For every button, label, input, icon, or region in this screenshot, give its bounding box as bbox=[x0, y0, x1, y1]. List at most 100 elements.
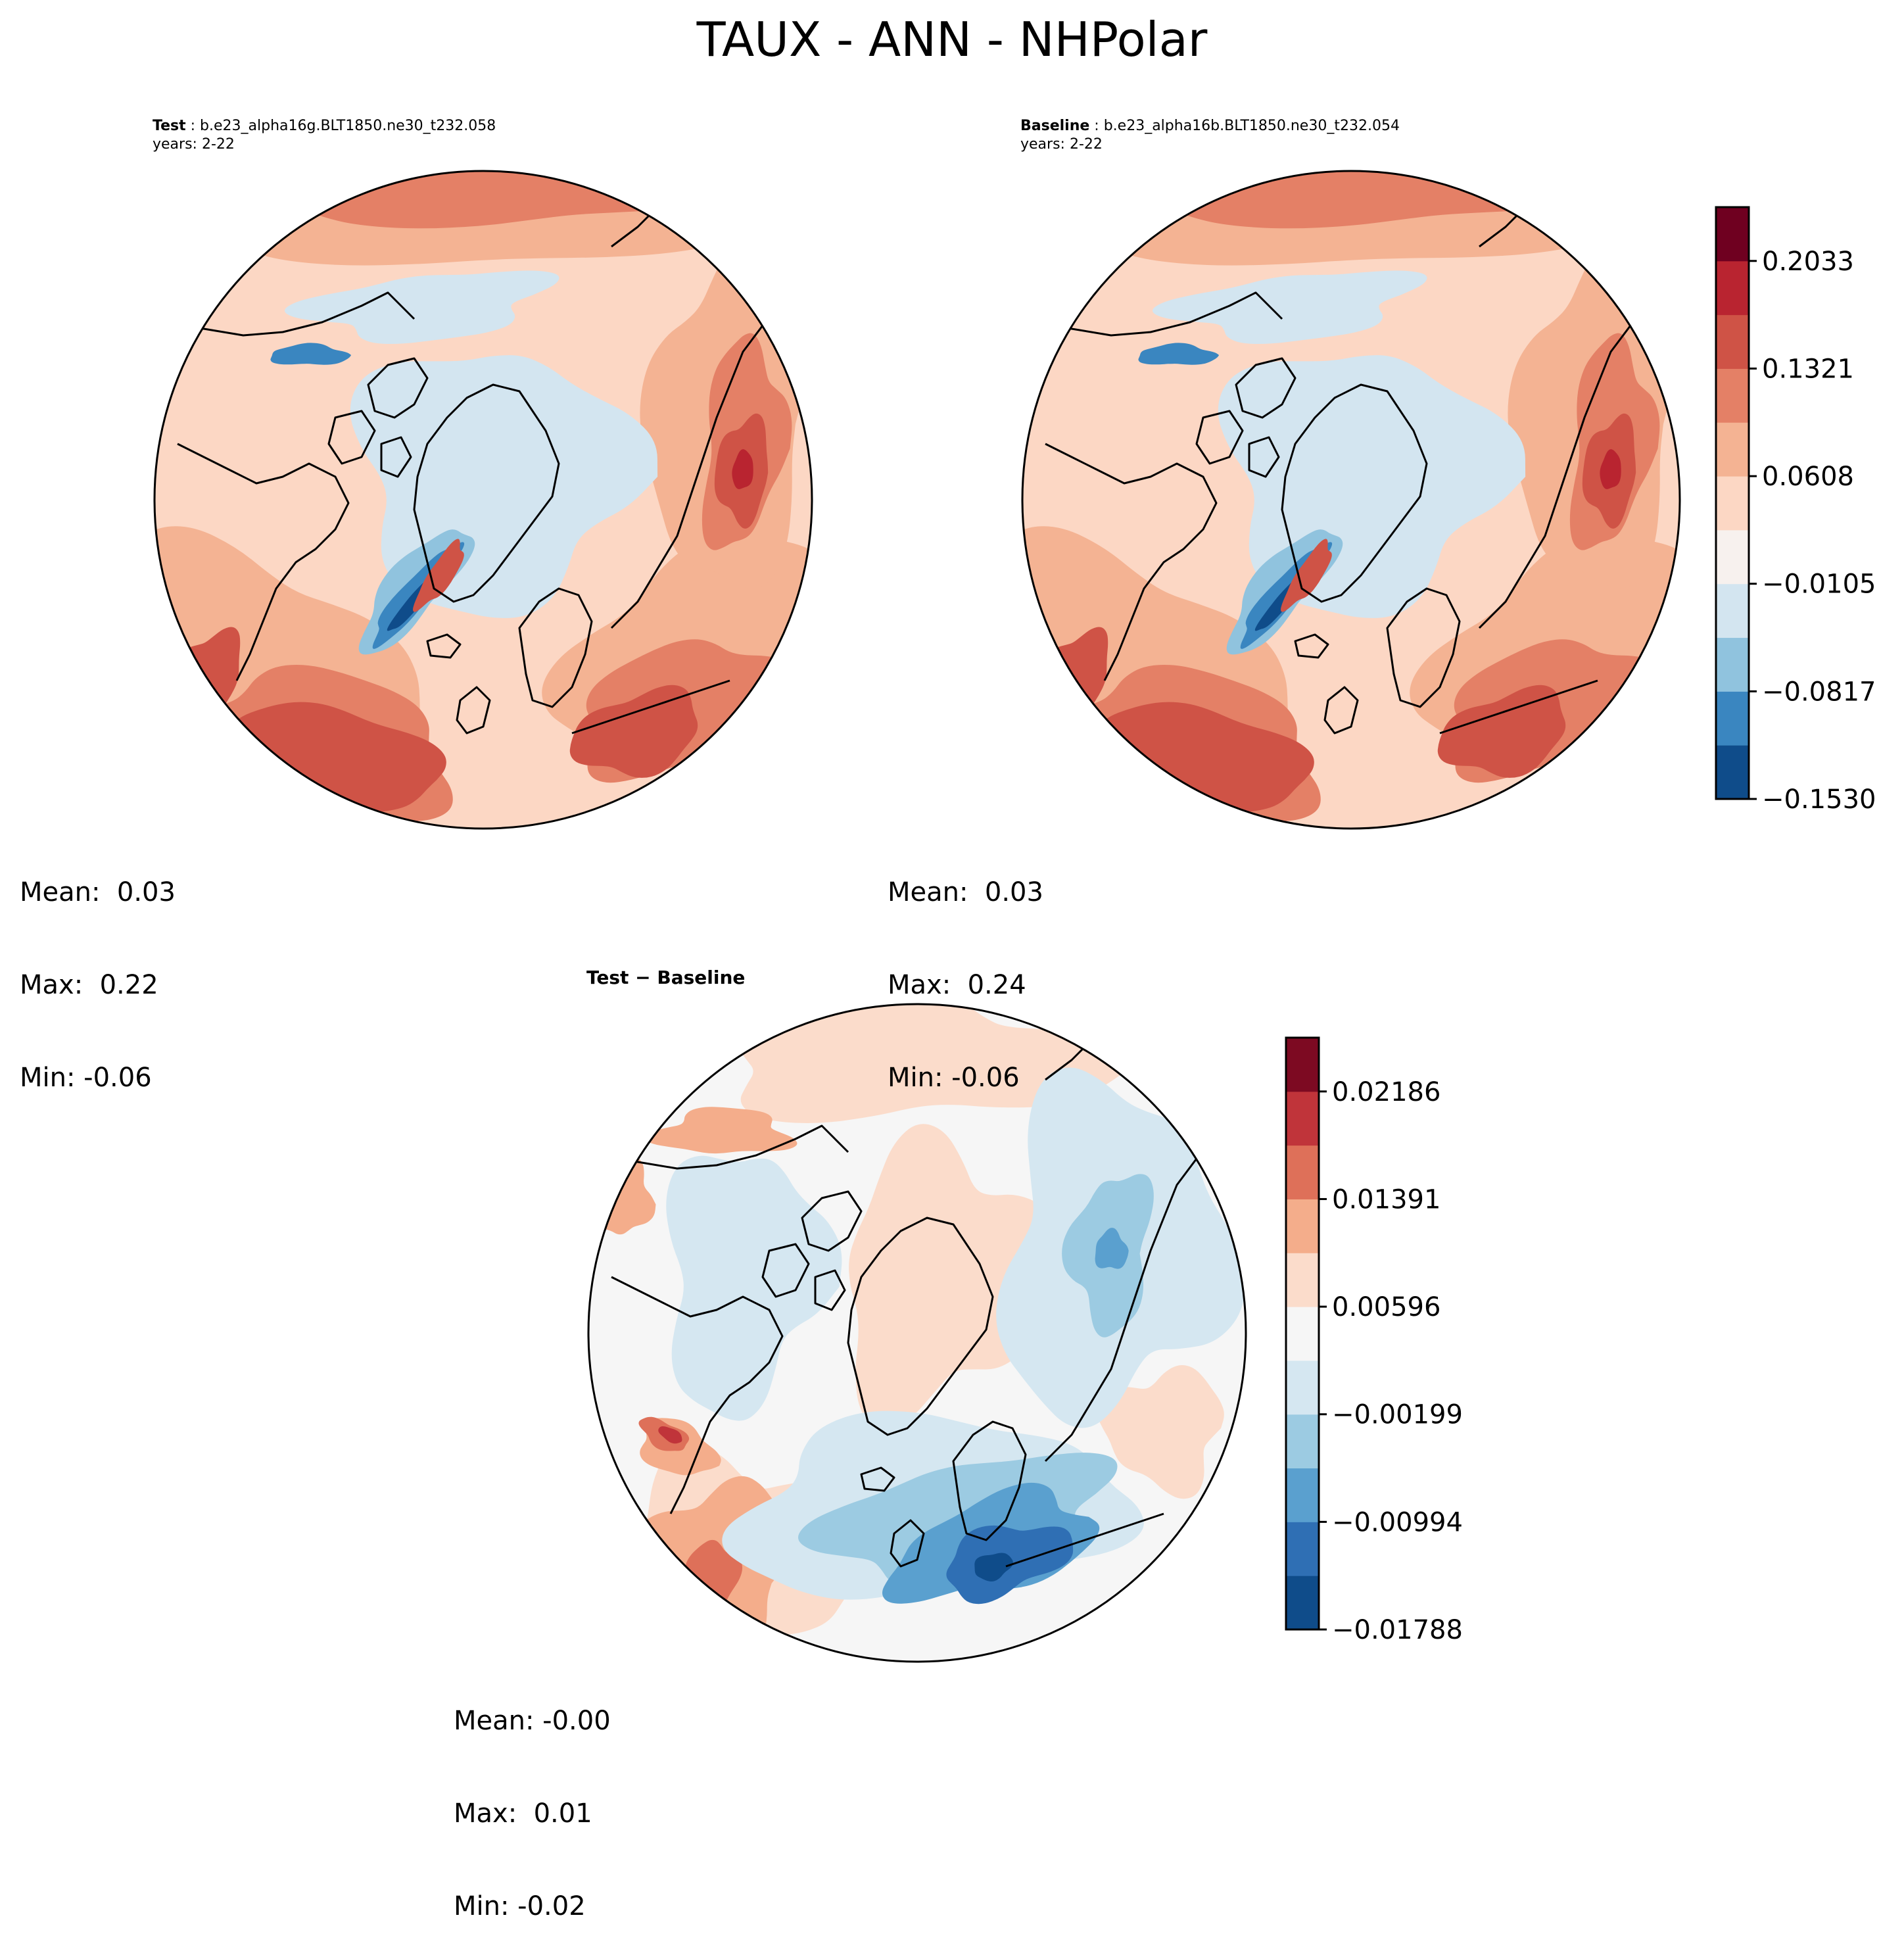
abs-colorbar-tick-label: −0.0817 bbox=[1762, 677, 1876, 707]
coastline bbox=[518, 587, 593, 708]
abs-colorbar-frame bbox=[1715, 206, 1750, 800]
baseline-years: years: 2-22 bbox=[1020, 136, 1103, 153]
baseline-max: Max: 0.24 bbox=[888, 970, 1026, 1000]
baseline-stats: Mean: 0.03 Max: 0.24 Min: -0.06 bbox=[888, 815, 1043, 1124]
coastline bbox=[380, 436, 412, 478]
diff-colorbar-tick-label: −0.01788 bbox=[1332, 1615, 1463, 1645]
test-case-name: b.e23_alpha16g.BLT1850.ne30_t232.058 bbox=[200, 118, 496, 134]
absolute-colorbar: 0.2033 0.1321 0.0608 −0.0105 −0.0817 −0.1530 bbox=[1715, 206, 1876, 815]
diff-colorbar-tick-label: 0.01391 bbox=[1332, 1184, 1440, 1215]
contour-region bbox=[1600, 449, 1621, 489]
contour-region bbox=[1095, 1364, 1224, 1499]
test-stats: Mean: 0.03 Max: 0.22 Min: -0.06 bbox=[20, 815, 176, 1124]
contour-region bbox=[413, 539, 464, 612]
baseline-mean: Mean: 0.03 bbox=[888, 877, 1043, 907]
contour-region bbox=[1152, 270, 1427, 345]
map-boundary bbox=[153, 170, 813, 830]
coastline bbox=[456, 686, 491, 735]
test-max: Max: 0.22 bbox=[20, 970, 158, 1000]
coastline bbox=[761, 1243, 810, 1298]
abs-colorbar-segment bbox=[1716, 260, 1749, 316]
contour-region bbox=[163, 687, 191, 727]
abs-colorbar-segment bbox=[1716, 637, 1749, 692]
baseline-panel-label: Baseline bbox=[1020, 118, 1090, 134]
diff-colorbar-segment bbox=[1286, 1307, 1319, 1361]
coastline bbox=[1235, 357, 1297, 419]
baseline-polar-map bbox=[1021, 170, 1681, 830]
diff-colorbar-segment bbox=[1286, 1038, 1319, 1092]
contour-region bbox=[243, 171, 742, 229]
abs-colorbar-segment bbox=[1716, 207, 1749, 262]
abs-colorbar-tick-label: 0.2033 bbox=[1762, 247, 1854, 277]
coastline bbox=[598, 1124, 849, 1170]
diff-colorbar-frame bbox=[1285, 1036, 1320, 1631]
coastline bbox=[1294, 633, 1329, 659]
abs-colorbar-segment bbox=[1716, 368, 1749, 423]
coastline bbox=[1386, 587, 1461, 708]
diff-colorbar-segment bbox=[1286, 1360, 1319, 1415]
baseline-case-name: b.e23_alpha16b.BLT1850.ne30_t232.054 bbox=[1103, 118, 1400, 134]
abs-colorbar-segment bbox=[1716, 314, 1749, 369]
contour-region bbox=[666, 1155, 842, 1421]
coastline bbox=[611, 1276, 784, 1514]
coastline bbox=[1248, 436, 1280, 478]
contour-region bbox=[1095, 1228, 1129, 1269]
contour-region bbox=[732, 449, 753, 489]
difference-stats: Mean: -0.00 Max: 0.01 Min: -0.02 bbox=[454, 1644, 611, 1953]
diff-colorbar-segment bbox=[1286, 1576, 1319, 1630]
contour-region bbox=[1111, 171, 1610, 229]
abs-colorbar-segment bbox=[1716, 691, 1749, 746]
coastline bbox=[1281, 383, 1428, 603]
difference-colorbar: 0.02186 0.01391 0.00596 −0.00199 −0.00994 −0.… bbox=[1285, 1036, 1463, 1645]
coastline bbox=[952, 1420, 1027, 1541]
coastline bbox=[327, 410, 376, 465]
coastline bbox=[1045, 443, 1218, 681]
test-panel-header: Test : b.e23_alpha16g.BLT1850.ne30_t232.… bbox=[153, 118, 496, 153]
coastline bbox=[860, 1466, 895, 1492]
difference-max: Max: 0.01 bbox=[454, 1798, 592, 1829]
coastline bbox=[413, 383, 560, 603]
coastline bbox=[814, 1269, 846, 1311]
diff-colorbar-segment bbox=[1286, 1091, 1319, 1146]
coastline bbox=[177, 443, 350, 681]
baseline-min: Min: -0.06 bbox=[888, 1063, 1020, 1093]
diff-colorbar-tick-label: −0.00994 bbox=[1332, 1507, 1463, 1537]
coastline bbox=[847, 1217, 994, 1436]
diff-colorbar-segment bbox=[1286, 1522, 1319, 1576]
test-panel-label: Test bbox=[153, 118, 186, 134]
contour-region bbox=[849, 1124, 1053, 1428]
abs-colorbar-segment bbox=[1716, 583, 1749, 639]
contour-region bbox=[974, 1553, 1013, 1582]
coastline bbox=[1323, 686, 1359, 735]
test-polar-map bbox=[153, 170, 813, 830]
abs-colorbar-segment bbox=[1716, 745, 1749, 800]
diff-colorbar-tick-label: 0.00596 bbox=[1332, 1292, 1440, 1322]
coastline bbox=[426, 633, 462, 659]
map-boundary bbox=[1021, 170, 1681, 830]
diff-colorbar-segment bbox=[1286, 1199, 1319, 1253]
contour-region bbox=[1281, 539, 1332, 612]
abs-colorbar-tick-label: −0.1530 bbox=[1762, 784, 1876, 815]
diff-colorbar-segment bbox=[1286, 1414, 1319, 1469]
coastline bbox=[1005, 1512, 1164, 1568]
contour-region bbox=[284, 270, 559, 345]
coastline bbox=[164, 291, 416, 337]
abs-colorbar-segment bbox=[1716, 422, 1749, 477]
abs-colorbar-segment bbox=[1716, 476, 1749, 531]
coastline bbox=[367, 357, 429, 419]
abs-colorbar-tick-label: 0.0608 bbox=[1762, 462, 1854, 492]
difference-polar-map bbox=[587, 1003, 1247, 1663]
diff-colorbar-tick-label: 0.02186 bbox=[1332, 1077, 1440, 1107]
contour-region bbox=[658, 1426, 682, 1444]
coastline bbox=[1195, 410, 1244, 465]
contour-region bbox=[644, 1107, 797, 1154]
coastline bbox=[1439, 679, 1598, 735]
diff-colorbar-segment bbox=[1286, 1145, 1319, 1199]
abs-colorbar-tick-label: 0.1321 bbox=[1762, 354, 1854, 384]
difference-min: Min: -0.02 bbox=[454, 1891, 586, 1921]
diff-colorbar-segment bbox=[1286, 1468, 1319, 1522]
abs-colorbar-tick-label: −0.0105 bbox=[1762, 569, 1876, 600]
coastline bbox=[1032, 291, 1283, 337]
diff-colorbar-segment bbox=[1286, 1253, 1319, 1307]
diff-colorbar-tick-label: −0.00199 bbox=[1332, 1400, 1463, 1430]
